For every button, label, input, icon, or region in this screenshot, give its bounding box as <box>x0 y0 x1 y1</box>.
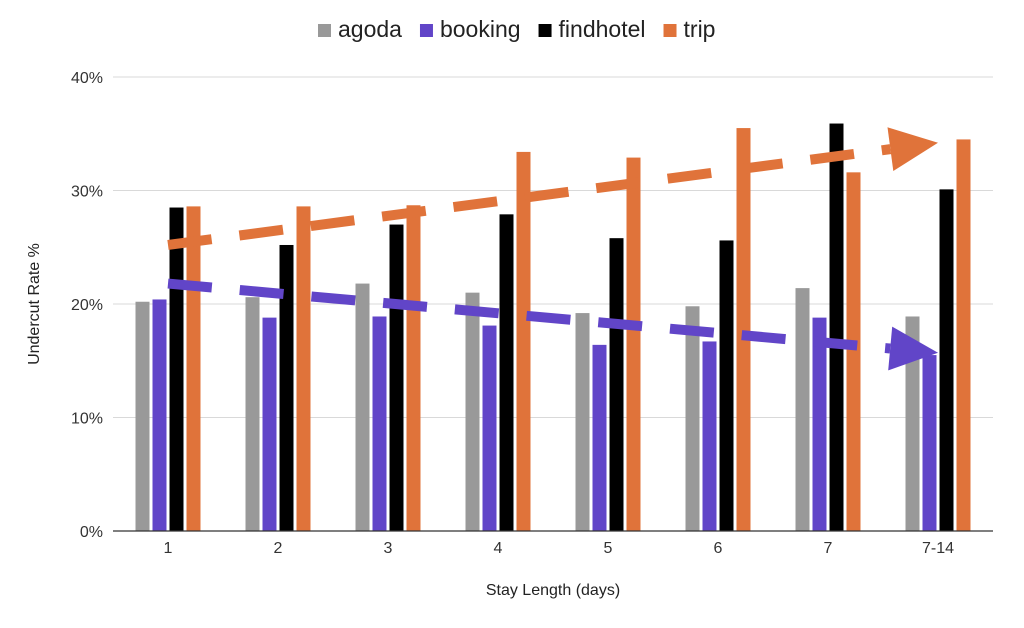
legend-swatch-agoda <box>318 24 331 37</box>
y-axis-ticks: 0% 10% 20% 30% 40% <box>71 70 103 541</box>
x-axis-ticks: 1 2 3 4 5 6 7 7-14 <box>164 540 955 557</box>
bar-agoda-7-14 <box>905 316 920 531</box>
bar-findhotel-4 <box>499 214 514 531</box>
trend-arrows <box>167 127 938 371</box>
bar-trip-5 <box>626 157 641 531</box>
bar-booking-5 <box>592 344 607 531</box>
bar-booking-2 <box>262 317 277 531</box>
bar-agoda-7 <box>795 288 810 531</box>
x-tick-label-3: 3 <box>384 540 393 557</box>
legend-swatch-trip <box>663 24 677 37</box>
x-tick-label-5: 5 <box>604 540 613 557</box>
trend-arrowhead-booking <box>888 326 938 371</box>
y-tick-label-30: 30% <box>71 184 103 201</box>
y-tick-label-0: 0% <box>80 524 103 541</box>
x-tick-label-7: 7 <box>824 540 833 557</box>
bar-agoda-3 <box>355 283 370 531</box>
bars <box>135 123 971 532</box>
trend-line-booking <box>167 278 891 354</box>
bar-agoda-4 <box>465 292 480 531</box>
x-axis-title: Stay Length (days) <box>486 582 620 599</box>
legend-label-trip: trip <box>684 16 716 42</box>
bar-agoda-2 <box>245 297 260 531</box>
bar-agoda-5 <box>575 313 590 531</box>
y-axis-title: Undercut Rate % <box>26 243 43 365</box>
y-tick-label-10: 10% <box>71 411 103 428</box>
bar-findhotel-1 <box>169 207 184 531</box>
legend-label-agoda: agoda <box>338 16 402 42</box>
bar-trip-7 <box>846 172 861 531</box>
y-tick-label-40: 40% <box>71 70 103 87</box>
bar-trip-3 <box>406 205 421 531</box>
bar-findhotel-7-14 <box>939 189 954 532</box>
bar-findhotel-3 <box>389 224 404 532</box>
x-tick-label-6: 6 <box>714 540 723 557</box>
bar-trip-2 <box>296 206 311 531</box>
bar-booking-3 <box>372 316 387 531</box>
trend-line-trip <box>167 144 892 250</box>
trend-arrowhead-trip <box>887 127 938 171</box>
bar-findhotel-2 <box>279 244 294 532</box>
bar-findhotel-5 <box>609 238 624 532</box>
gridlines <box>113 76 993 418</box>
bar-trip-7-14 <box>956 139 971 532</box>
legend-label-booking: booking <box>440 16 521 42</box>
bar-trip-6 <box>736 128 751 531</box>
legend: agoda booking findhotel trip <box>318 16 715 42</box>
bar-agoda-6 <box>685 306 700 531</box>
bar-booking-7-14 <box>922 355 937 531</box>
y-tick-label-20: 20% <box>71 297 103 314</box>
bar-findhotel-6 <box>719 240 734 531</box>
x-tick-label-4: 4 <box>494 540 503 557</box>
x-tick-label-2: 2 <box>274 540 283 557</box>
x-tick-label-1: 1 <box>164 540 173 557</box>
bar-trip-1 <box>186 206 201 531</box>
bar-booking-6 <box>702 341 717 531</box>
bar-booking-1 <box>152 299 167 531</box>
legend-swatch-findhotel <box>538 24 552 37</box>
bar-booking-7 <box>812 317 827 531</box>
bar-agoda-1 <box>135 301 150 531</box>
bar-findhotel-7 <box>829 123 844 531</box>
x-tick-label-7-14: 7-14 <box>922 540 954 557</box>
bar-trip-4 <box>516 151 531 531</box>
legend-label-findhotel: findhotel <box>559 16 646 42</box>
bar-booking-4 <box>482 325 497 531</box>
legend-swatch-booking <box>419 24 433 37</box>
